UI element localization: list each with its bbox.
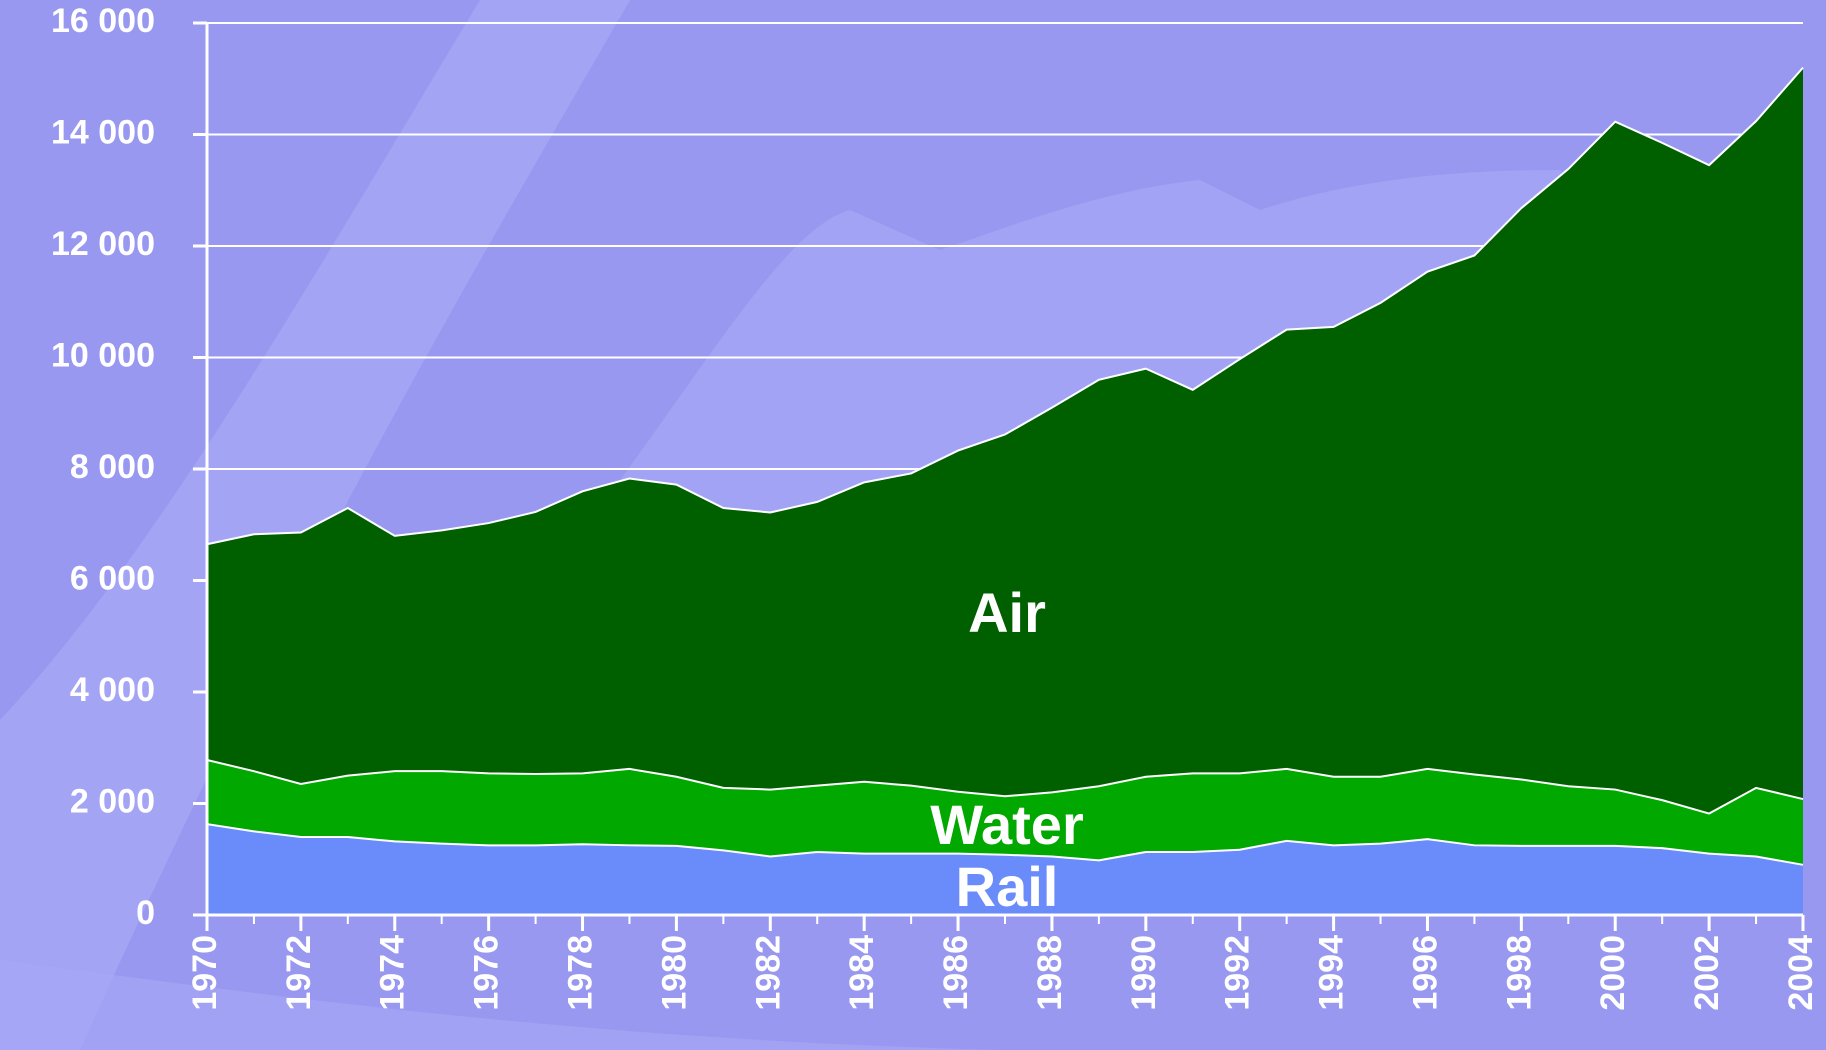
x-tick-label: 1978	[562, 935, 600, 1011]
area	[207, 760, 1803, 865]
x-tick-label: 1984	[843, 935, 881, 1011]
x-tick-label: 1988	[1031, 935, 1069, 1011]
x-tick-label: 1974	[374, 935, 412, 1011]
x-tick-label: 2002	[1688, 935, 1726, 1011]
y-tick-label: 14 000	[51, 113, 155, 151]
area-edge	[206, 823, 1804, 866]
x-tick-label: 2004	[1782, 935, 1820, 1011]
y-tick-label: 12 000	[51, 225, 155, 263]
series-label: Water	[930, 793, 1084, 856]
y-tick-label: 0	[136, 894, 155, 932]
x-tick-label: 1998	[1500, 935, 1538, 1011]
x-tick-label: 1982	[749, 935, 787, 1011]
y-tick-label: 6 000	[70, 559, 155, 597]
x-tick-label: 1980	[655, 935, 693, 1011]
series-label: Rail	[956, 855, 1059, 918]
y-tick-label: 10 000	[51, 336, 155, 374]
y-tick-label: 2 000	[70, 782, 155, 820]
area-edge	[206, 759, 1804, 815]
x-tick-label: 1976	[468, 935, 506, 1011]
x-tick-label: 1970	[186, 935, 224, 1011]
y-tick-label: 16 000	[51, 2, 155, 40]
x-tick-label: 1992	[1219, 935, 1257, 1011]
x-tick-label: 1972	[280, 935, 318, 1011]
x-tick-label: 1990	[1125, 935, 1163, 1011]
plot-area: 0 2 000 4 000 6 000 8 000 10 000 12 000 14 000 1…	[51, 2, 1820, 1011]
y-tick-label: 4 000	[70, 671, 155, 709]
y-tick-label: 8 000	[70, 448, 155, 486]
area	[207, 824, 1803, 915]
area-edge	[206, 66, 1804, 546]
x-tick-label: 1994	[1313, 935, 1351, 1011]
x-tick-label: 1996	[1406, 935, 1444, 1011]
x-tick-label: 1986	[937, 935, 975, 1011]
series-label: Air	[968, 581, 1046, 644]
area	[207, 67, 1803, 814]
areas	[206, 66, 1804, 915]
x-tick-label: 2000	[1594, 935, 1632, 1011]
background-shape	[0, 960, 1000, 1050]
